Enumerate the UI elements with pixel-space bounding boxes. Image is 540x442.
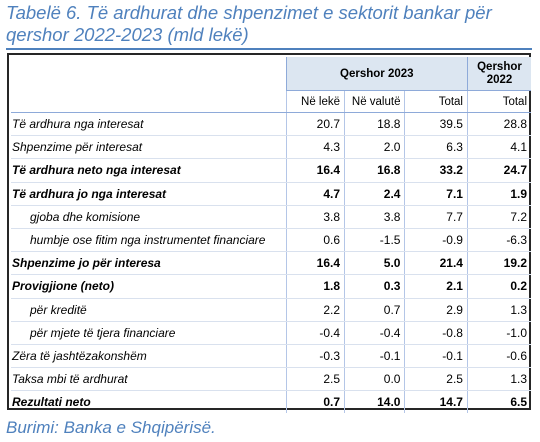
cell-value: 14.0 (344, 390, 405, 414)
cell-value: 2.5 (285, 367, 345, 392)
cell-value: 7.1 (404, 182, 468, 206)
row-label: Të ardhura jo nga interesat (11, 182, 287, 206)
cell-value: -1.5 (344, 228, 405, 253)
row-label: Zëra të jashtëzakonshëm (11, 344, 287, 369)
cell-value: 1.3 (466, 367, 531, 392)
cell-value: -6.3 (466, 228, 531, 253)
cell-value: 39.5 (404, 112, 468, 137)
cell-value: 3.8 (344, 205, 405, 229)
table-title-line2: qershor 2022-2023 (mld lekë) (6, 24, 249, 45)
cell-value: 0.6 (285, 228, 345, 253)
cell-value: 19.2 (466, 251, 531, 276)
row-label: për mjete të tjera financiare (11, 321, 287, 345)
cell-value: 2.9 (404, 298, 468, 322)
row-label: Të ardhura neto nga interesat (11, 158, 287, 183)
row-label: Shpenzime jo për interesa (11, 251, 287, 276)
cell-value: 0.3 (344, 274, 405, 299)
header-group-2022-line2: 2022 (486, 73, 513, 86)
table-row: për mjete të tjera financiare -0.4 -0.4 … (11, 321, 531, 345)
row-label: për kreditë (11, 298, 287, 322)
table-row: gjoba dhe komisione 3.8 3.8 7.7 7.2 (11, 205, 531, 229)
cell-value: 2.5 (404, 367, 468, 392)
header-group-2022: Qershor 2022 (466, 57, 531, 91)
cell-value: 2.0 (344, 135, 405, 160)
column-header: Në valutë (344, 90, 405, 113)
cell-value: -1.0 (466, 321, 531, 345)
cell-value: 2.2 (285, 298, 345, 322)
table-row: Rezultati neto 0.7 14.0 14.7 6.5 (11, 390, 531, 414)
header-group-2022-line1: Qershor (477, 60, 522, 73)
cell-value: -0.4 (285, 321, 345, 345)
row-label: Të ardhura nga interesat (11, 112, 287, 137)
cell-value: 4.3 (285, 135, 345, 160)
header-group-2023: Qershor 2023 (285, 57, 468, 91)
row-label: Rezultati neto (12, 395, 91, 410)
cell-value: 16.4 (285, 251, 345, 276)
cell-value: 2.1 (404, 274, 468, 299)
cell-value: 18.8 (344, 112, 405, 137)
cell-value: 2.4 (344, 182, 405, 206)
table-row: Provigjione (neto) 1.8 0.3 2.1 0.2 (11, 274, 531, 299)
cell-value: -0.1 (344, 344, 405, 369)
title-underline (6, 48, 532, 50)
column-header: Total (466, 90, 531, 113)
cell-value: -0.3 (285, 344, 345, 369)
table-row: Të ardhura jo nga interesat 4.7 2.4 7.1 … (11, 182, 531, 206)
table-row: humbje ose fitim nga instrumentet financ… (11, 228, 531, 253)
cell-value: 16.4 (285, 158, 345, 183)
cell-value: 0.0 (344, 367, 405, 392)
cell-value: 0.7 (344, 298, 405, 322)
row-label: Provigjione (neto) (11, 274, 287, 299)
cell-value: 1.8 (285, 274, 345, 299)
cell-value: 7.2 (466, 205, 531, 229)
row-label: Taksa mbi të ardhurat (11, 367, 287, 392)
cell-value: 24.7 (466, 158, 531, 183)
row-label: Shpenzime për interesat (11, 135, 287, 160)
cell-value: -0.6 (466, 344, 531, 369)
source-note: Burimi: Banka e Shqipërisë. (6, 418, 216, 437)
cell-value: 21.4 (404, 251, 468, 276)
row-label: humbje ose fitim nga instrumentet financ… (11, 228, 287, 253)
row-label: gjoba dhe komisione (11, 205, 287, 229)
cell-value: 0.7 (285, 390, 345, 414)
table-row: për kreditë 2.2 0.7 2.9 1.3 (11, 298, 531, 322)
cell-value: 20.7 (285, 112, 345, 137)
cell-value: -0.9 (404, 228, 468, 253)
cell-value: 0.2 (466, 274, 531, 299)
cell-value: 7.7 (404, 205, 468, 229)
cell-value: -0.1 (404, 344, 468, 369)
table-row: Shpenzime jo për interesa 16.4 5.0 21.4 … (11, 251, 531, 276)
cell-value: -0.4 (344, 321, 405, 345)
column-header: Në lekë (285, 90, 345, 113)
header-empty-cell (11, 57, 286, 91)
cell-value: 6.3 (404, 135, 468, 160)
header-row-groups: Qershor 2023 Qershor 2022 (11, 57, 531, 91)
header-label-cell (11, 90, 287, 113)
table-row: Shpenzime për interesat 4.3 2.0 6.3 4.1 (11, 135, 531, 160)
column-header: Total (404, 90, 468, 113)
table-row: Të ardhura neto nga interesat 16.4 16.8 … (11, 158, 531, 183)
cell-value: 4.7 (285, 182, 345, 206)
income-expense-table: Qershor 2023 Qershor 2022 Në lekë Në val… (11, 57, 531, 414)
cell-value: 3.8 (285, 205, 345, 229)
cell-value: 28.8 (466, 112, 531, 137)
cell-value: 16.8 (344, 158, 405, 183)
cell-value: 6.5 (466, 390, 531, 414)
cell-value: 1.3 (466, 298, 531, 322)
header-row-columns: Në lekë Në valutë Total Total (11, 90, 531, 113)
table-row: Të ardhura nga interesat 20.7 18.8 39.5 … (11, 112, 531, 137)
cell-value: 1.9 (466, 182, 531, 206)
cell-value: 5.0 (344, 251, 405, 276)
table-title-line1: Tabelë 6. Të ardhurat dhe shpenzimet e s… (6, 2, 492, 23)
cell-value: 14.7 (404, 390, 468, 414)
table-row: Zëra të jashtëzakonshëm -0.3 -0.1 -0.1 -… (11, 344, 531, 369)
table-title: Tabelë 6. Të ardhurat dhe shpenzimet e s… (6, 2, 532, 46)
cell-value: 33.2 (404, 158, 468, 183)
cell-value: 4.1 (466, 135, 531, 160)
cell-value: -0.8 (404, 321, 468, 345)
table-row: Taksa mbi të ardhurat 2.5 0.0 2.5 1.3 (11, 367, 531, 392)
